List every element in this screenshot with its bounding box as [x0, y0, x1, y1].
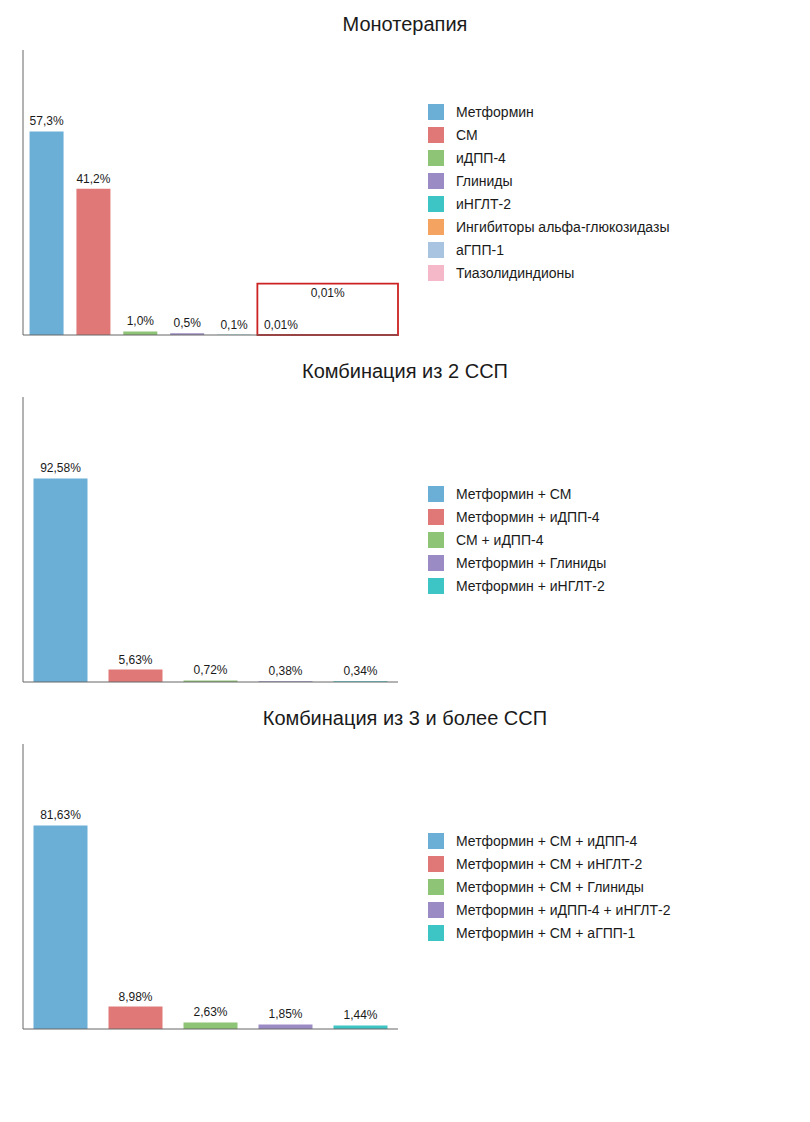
html-text:Метформин + СМ: Метформин + СМ [456, 485, 572, 502]
svg-text:81,63%: 81,63% [40, 808, 81, 822]
html-text:Метформин + СМ + Глиниды: Метформин + СМ + Глиниды [456, 878, 644, 895]
html-text:иДПП-4: иДПП-4 [456, 150, 506, 166]
html-text:Глиниды: Глиниды [456, 173, 513, 189]
html-text:Метформин + СМ + иДПП-4: Метформин + СМ + иДПП-4 [456, 832, 638, 849]
html-text:аГПП-1: аГПП-1 [456, 242, 504, 258]
html-text:СМ + иДПП-4: СМ + иДПП-4 [456, 531, 544, 548]
html-text:Метформин + иДПП-4: Метформин + иДПП-4 [456, 508, 600, 525]
html-text:Метформин: Метформин [456, 104, 534, 120]
svg-text:0,01%: 0,01% [311, 286, 345, 300]
svg-text:92,58%: 92,58% [40, 461, 81, 475]
html-text:Метформин + СМ + иНГЛТ-2: Метформин + СМ + иНГЛТ-2 [456, 855, 643, 872]
svg-text:41,2%: 41,2% [76, 172, 110, 186]
svg-text:0,34%: 0,34% [343, 664, 377, 678]
html-text:Метформин + СМ + аГПП-1: Метформин + СМ + аГПП-1 [456, 924, 636, 941]
svg-text:1,85%: 1,85% [268, 1007, 302, 1021]
svg-text:0,01%: 0,01% [264, 318, 298, 332]
html-text:Монотерапия: Монотерапия [342, 13, 468, 35]
html-text:Метформин + Глиниды: Метформин + Глиниды [456, 554, 607, 571]
svg-text:8,98%: 8,98% [118, 990, 152, 1004]
svg-text:2,63%: 2,63% [193, 1005, 227, 1019]
svg-text:0,5%: 0,5% [174, 316, 202, 330]
html-text:Комбинация из 2 ССП: Комбинация из 2 ССП [302, 360, 508, 382]
svg-text:57,3%: 57,3% [30, 114, 64, 128]
html-text:Метформин + иНГЛТ-2: Метформин + иНГЛТ-2 [456, 577, 605, 594]
svg-text:5,63%: 5,63% [118, 653, 152, 667]
svg-text:1,44%: 1,44% [343, 1008, 377, 1022]
svg-text:1,0%: 1,0% [127, 314, 155, 328]
svg-text:0,72%: 0,72% [193, 663, 227, 677]
html-text:Комбинация из 3 и более ССП: Комбинация из 3 и более ССП [262, 707, 548, 729]
html-text:Тиазолидиндионы: Тиазолидиндионы [456, 265, 575, 281]
svg-text:0,38%: 0,38% [268, 664, 302, 678]
html-text:иНГЛТ-2: иНГЛТ-2 [456, 196, 511, 212]
html-text:Метформин + иДПП-4 + иНГЛТ-2: Метформин + иДПП-4 + иНГЛТ-2 [456, 901, 671, 918]
html-text:СМ: СМ [456, 127, 478, 143]
svg-text:0,1%: 0,1% [220, 318, 248, 332]
html-text:Ингибиторы альфа-глюкозидазы: Ингибиторы альфа-глюкозидазы [456, 219, 670, 235]
